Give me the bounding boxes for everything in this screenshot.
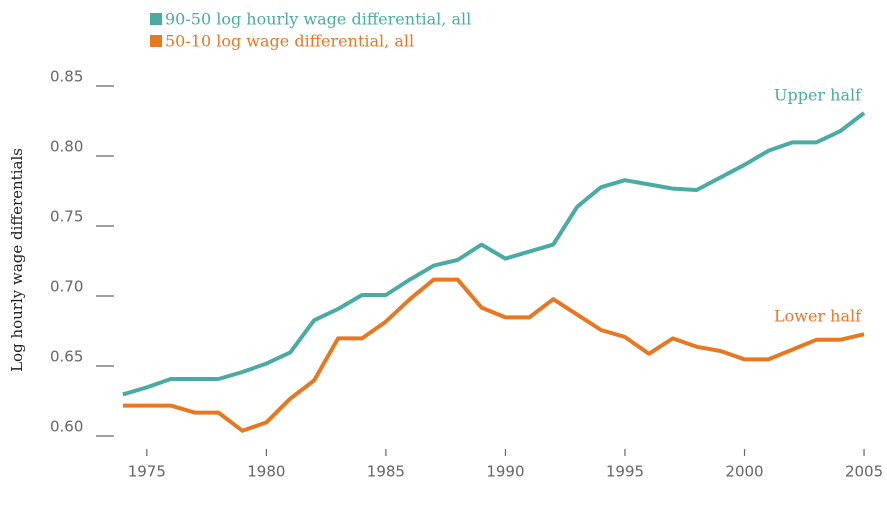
x-tick-label: 1995 xyxy=(606,463,644,481)
y-tick-label: 0.85 xyxy=(50,68,83,86)
legend-swatch xyxy=(150,35,162,47)
line xyxy=(122,111,866,397)
legend-label: 50-10 log wage differential, all xyxy=(165,32,414,51)
series-end-label: Upper half xyxy=(774,86,862,105)
x-tick-label: 1985 xyxy=(367,463,405,481)
y-tick-label: 0.80 xyxy=(50,138,83,156)
x-tick-label: 1975 xyxy=(128,463,166,481)
legend-label: 90-50 log hourly wage differential, all xyxy=(165,10,471,29)
x-tick-label: 2005 xyxy=(845,463,883,481)
y-tick-label: 0.75 xyxy=(50,208,83,226)
x-tick-label: 2000 xyxy=(725,463,763,481)
y-tick-label: 0.70 xyxy=(50,278,83,296)
legend-swatch xyxy=(150,13,162,25)
y-tick-label: 0.60 xyxy=(50,418,83,436)
line xyxy=(122,277,865,433)
y-tick-label: 0.65 xyxy=(50,348,83,366)
y-axis-label: Log hourly wage differentials xyxy=(8,148,26,372)
x-tick-label: 1990 xyxy=(486,463,524,481)
x-tick-label: 1980 xyxy=(247,463,285,481)
series-end-label: Lower half xyxy=(774,307,862,326)
